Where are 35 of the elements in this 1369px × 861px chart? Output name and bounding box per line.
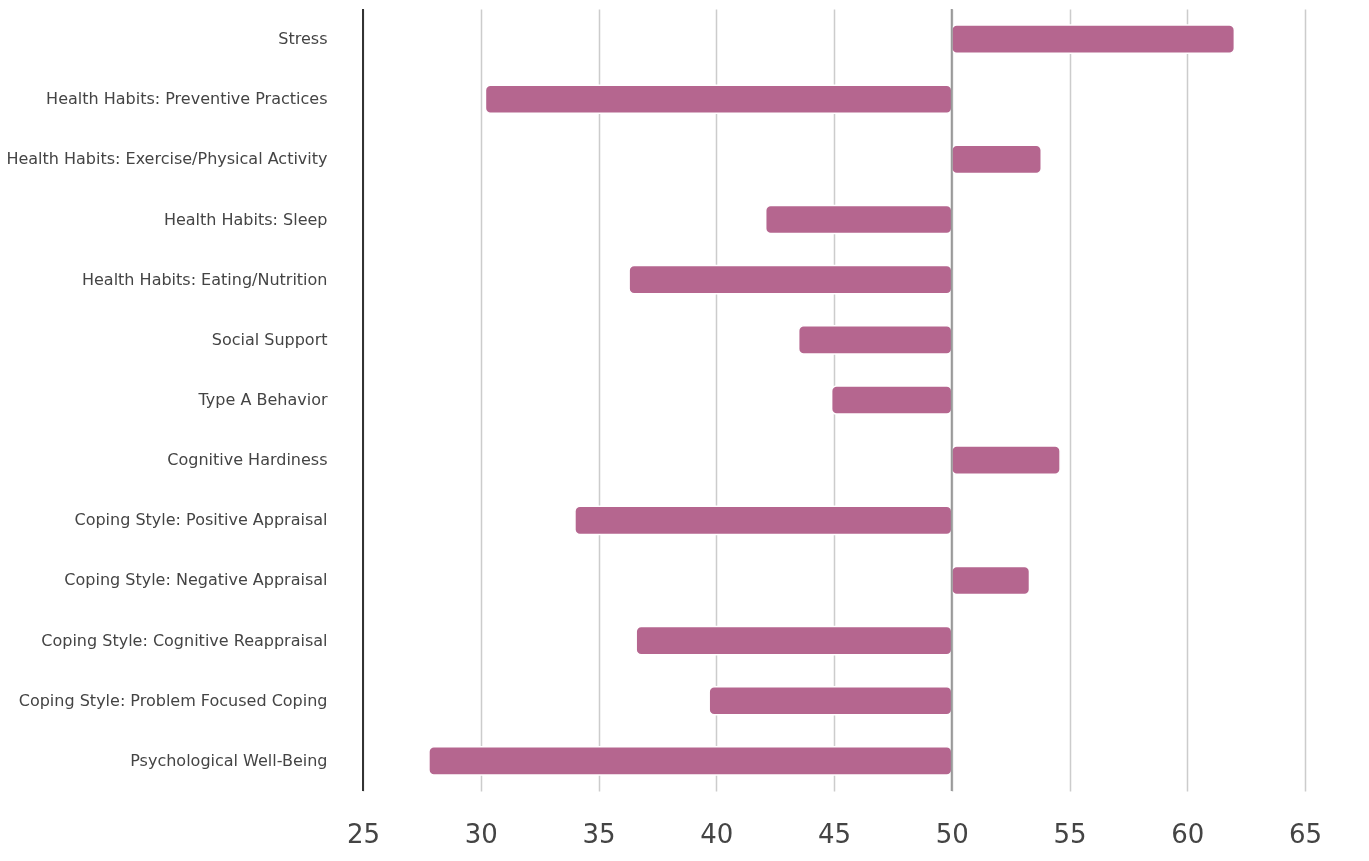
y-tick-label: Coping Style: Positive Appraisal <box>74 510 328 530</box>
x-tick-label: 60 <box>1171 818 1205 849</box>
bar <box>830 385 953 415</box>
bar <box>797 325 953 355</box>
y-tick-label: Stress <box>278 29 328 49</box>
x-tick-label: 25 <box>346 818 381 849</box>
y-tick-label: Health Habits: Preventive Practices <box>46 89 328 109</box>
y-tick-label: Coping Style: Negative Appraisal <box>64 570 328 590</box>
y-tick-label: Coping Style: Cognitive Reappraisal <box>41 630 328 650</box>
bar <box>574 505 953 536</box>
y-tick-label: Psychological Well-Being <box>130 750 328 770</box>
y-tick-label: Health Habits: Exercise/Physical Activity <box>6 149 328 169</box>
y-tick-label: Cognitive Hardiness <box>167 450 328 470</box>
x-tick-label: 45 <box>817 818 852 849</box>
bar <box>951 445 1061 475</box>
y-tick-label: Social Support <box>211 329 328 349</box>
bar <box>628 264 953 295</box>
y-tick-label: Health Habits: Sleep <box>163 209 328 229</box>
x-tick-label: 55 <box>1053 818 1087 849</box>
bar <box>635 625 953 656</box>
y-tick-label: Coping Style: Problem Focused Coping <box>18 690 328 710</box>
bar <box>764 204 953 235</box>
bar <box>951 565 1031 596</box>
x-tick-label: 65 <box>1288 818 1323 849</box>
bar <box>951 144 1042 175</box>
x-tick-label: 35 <box>582 818 616 849</box>
x-tick-label: 30 <box>464 818 498 849</box>
x-tick-label: 50 <box>935 818 969 849</box>
x-tick-label: 40 <box>700 818 734 849</box>
bar <box>428 746 953 776</box>
bar <box>951 24 1236 54</box>
bar <box>484 84 953 115</box>
bar <box>708 685 953 716</box>
y-tick-label: Type A Behavior <box>197 390 328 409</box>
y-tick-label: Health Habits: Eating/Nutrition <box>81 269 328 289</box>
